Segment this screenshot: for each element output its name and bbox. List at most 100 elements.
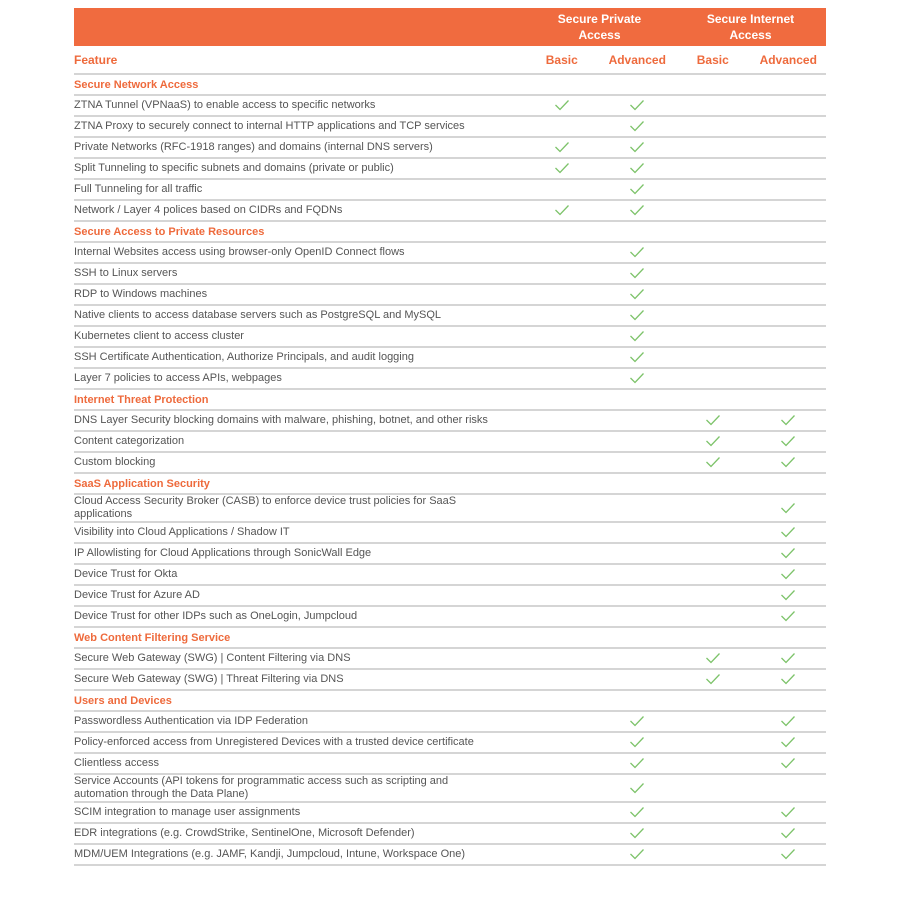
sia-basic-cell — [675, 410, 751, 432]
spa-basic-cell — [524, 543, 600, 565]
spa-advanced-cell — [599, 585, 675, 607]
spa-advanced-cell — [599, 732, 675, 754]
feature-name: IP Allowlisting for Cloud Applications t… — [74, 547, 372, 559]
spa-basic-header: Basic — [524, 46, 600, 75]
checkmark-icon — [630, 352, 645, 363]
section-title: Secure Access to Private Resources — [74, 221, 826, 243]
spa-basic-cell — [524, 200, 600, 222]
spa-advanced-cell — [599, 326, 675, 348]
checkmark-icon — [781, 653, 796, 664]
sia-basic-header: Basic — [675, 46, 751, 75]
column-header-row: Feature Basic Advanced Basic Advanced — [74, 46, 826, 75]
spa-basic-cell — [524, 410, 600, 432]
spa-basic-cell — [524, 844, 600, 866]
sia-advanced-cell — [750, 179, 826, 201]
spa-advanced-cell — [599, 116, 675, 138]
sia-advanced-cell — [750, 452, 826, 474]
sia-advanced-cell — [750, 431, 826, 453]
spa-advanced-cell — [599, 543, 675, 565]
sia-advanced-cell — [750, 137, 826, 159]
checkmark-icon — [781, 590, 796, 601]
feature-row: Service Accounts (API tokens for program… — [74, 774, 826, 803]
spa-advanced-cell — [599, 774, 675, 803]
spa-advanced-cell — [599, 606, 675, 628]
feature-cell: MDM/UEM Integrations (e.g. JAMF, Kandji,… — [74, 844, 524, 866]
checkmark-icon — [630, 737, 645, 748]
feature-row: Layer 7 policies to access APIs, webpage… — [74, 368, 826, 390]
sia-advanced-header: Advanced — [750, 46, 826, 75]
spa-advanced-cell — [599, 368, 675, 390]
feature-cell: Visibility into Cloud Applications / Sha… — [74, 522, 524, 544]
sia-advanced-cell — [750, 585, 826, 607]
sia-advanced-cell — [750, 368, 826, 390]
feature-row: Kubernetes client to access cluster — [74, 326, 826, 348]
spa-basic-cell — [524, 158, 600, 180]
feature-name: Secure Web Gateway (SWG) | Threat Filter… — [74, 673, 344, 685]
spa-advanced-cell — [599, 711, 675, 733]
feature-name: Network / Layer 4 polices based on CIDRs… — [74, 204, 343, 216]
feature-row: Custom blocking — [74, 452, 826, 474]
spa-basic-cell — [524, 494, 600, 523]
checkmark-icon — [705, 674, 720, 685]
feature-comparison-table: Secure Private Access Secure Internet Ac… — [74, 8, 826, 866]
feature-name: Passwordless Authentication via IDP Fede… — [74, 715, 308, 727]
spa-basic-cell — [524, 368, 600, 390]
spa-basic-cell — [524, 347, 600, 369]
sia-basic-cell — [675, 844, 751, 866]
sia-advanced-cell — [750, 844, 826, 866]
spa-basic-cell — [524, 95, 600, 117]
section-row: Users and Devices — [74, 690, 826, 712]
feature-row: Visibility into Cloud Applications / Sha… — [74, 522, 826, 544]
sia-advanced-cell — [750, 732, 826, 754]
feature-cell: SSH Certificate Authentication, Authoriz… — [74, 347, 524, 369]
sia-basic-cell — [675, 95, 751, 117]
feature-row: Secure Web Gateway (SWG) | Content Filte… — [74, 648, 826, 670]
checkmark-icon — [781, 737, 796, 748]
checkmark-icon — [705, 653, 720, 664]
feature-row: Device Trust for other IDPs such as OneL… — [74, 606, 826, 628]
spa-basic-cell — [524, 669, 600, 691]
sia-basic-cell — [675, 802, 751, 824]
sia-basic-cell — [675, 179, 751, 201]
feature-name: Cloud Access Security Broker (CASB) to e… — [74, 495, 457, 520]
spa-advanced-cell — [599, 95, 675, 117]
feature-row: Cloud Access Security Broker (CASB) to e… — [74, 494, 826, 523]
feature-row: IP Allowlisting for Cloud Applications t… — [74, 543, 826, 565]
feature-cell: ZTNA Tunnel (VPNaaS) to enable access to… — [74, 95, 524, 117]
feature-row: Passwordless Authentication via IDP Fede… — [74, 711, 826, 733]
feature-name: SCIM integration to manage user assignme… — [74, 806, 301, 818]
feature-name: Kubernetes client to access cluster — [74, 330, 244, 342]
feature-cell: Secure Web Gateway (SWG) | Content Filte… — [74, 648, 524, 670]
spa-basic-cell — [524, 242, 600, 264]
spa-basic-cell — [524, 452, 600, 474]
feature-name: MDM/UEM Integrations (e.g. JAMF, Kandji,… — [74, 848, 466, 860]
feature-name: Layer 7 policies to access APIs, webpage… — [74, 372, 282, 384]
spa-advanced-cell — [599, 305, 675, 327]
checkmark-icon — [630, 289, 645, 300]
feature-row: Network / Layer 4 polices based on CIDRs… — [74, 200, 826, 222]
feature-row: RDP to Windows machines — [74, 284, 826, 306]
group-header-secure-internet-access: Secure Internet Access — [675, 8, 826, 46]
feature-cell: Device Trust for other IDPs such as OneL… — [74, 606, 524, 628]
feature-cell: Private Networks (RFC-1918 ranges) and d… — [74, 137, 524, 159]
spa-advanced-cell — [599, 200, 675, 222]
sia-advanced-cell — [750, 305, 826, 327]
spa-basic-cell — [524, 648, 600, 670]
sia-advanced-cell — [750, 774, 826, 803]
feature-row: Split Tunneling to specific subnets and … — [74, 158, 826, 180]
spa-advanced-cell — [599, 823, 675, 845]
section-row: Secure Access to Private Resources — [74, 221, 826, 243]
feature-name: Policy-enforced access from Unregistered… — [74, 736, 474, 748]
feature-cell: SCIM integration to manage user assignme… — [74, 802, 524, 824]
feature-cell: Device Trust for Okta — [74, 564, 524, 586]
checkmark-icon — [781, 569, 796, 580]
feature-name: Native clients to access database server… — [74, 309, 442, 321]
feature-row: Content categorization — [74, 431, 826, 453]
feature-row: Private Networks (RFC-1918 ranges) and d… — [74, 137, 826, 159]
sia-basic-cell — [675, 648, 751, 670]
checkmark-icon — [630, 758, 645, 769]
spa-advanced-cell — [599, 263, 675, 285]
spa-advanced-cell — [599, 137, 675, 159]
group-header-secure-private-access: Secure Private Access — [524, 8, 675, 46]
sia-basic-cell — [675, 711, 751, 733]
